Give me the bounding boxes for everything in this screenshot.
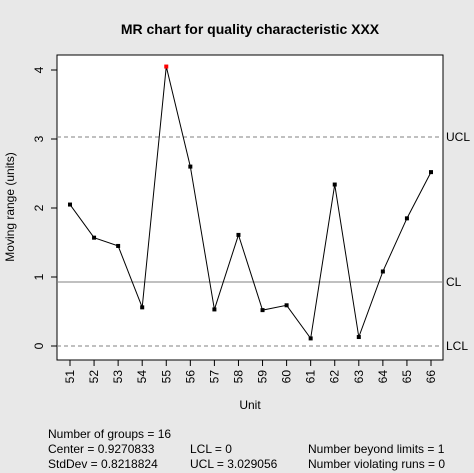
x-tick-label-59: 59 [256, 370, 270, 384]
x-tick-label-53: 53 [111, 370, 125, 384]
series-line [69, 66, 432, 340]
data-point [308, 336, 313, 341]
data-point [140, 305, 145, 310]
data-point [332, 182, 337, 187]
lcl-label: LCL [446, 339, 468, 353]
data-point [380, 269, 385, 274]
x-tick-label-51: 51 [63, 370, 77, 384]
data-point [212, 307, 217, 312]
stat-violating-runs: Number violating runs = 0 [308, 457, 446, 471]
x-tick-label-52: 52 [87, 370, 101, 384]
stat-ucl: UCL = 3.029056 [190, 457, 278, 471]
stat-groups: Number of groups = 16 [48, 427, 172, 441]
x-tick-label-66: 66 [424, 370, 438, 384]
x-tick-label-65: 65 [400, 370, 414, 384]
data-point [260, 308, 265, 313]
data-point [116, 243, 121, 248]
data-point [429, 170, 433, 175]
y-tick-label-3: 3 [32, 135, 46, 142]
x-tick-label-62: 62 [328, 370, 342, 384]
x-tick-label-54: 54 [135, 370, 149, 384]
x-tick-label-63: 63 [352, 370, 366, 384]
cl-label: CL [446, 275, 462, 289]
stat-beyond-limits: Number beyond limits = 1 [308, 442, 445, 456]
violation-point [164, 64, 169, 69]
data-point [356, 335, 361, 340]
stat-lcl: LCL = 0 [190, 442, 232, 456]
ucl-label: UCL [446, 130, 470, 144]
data-point [68, 202, 72, 207]
y-tick-label-4: 4 [32, 66, 46, 73]
x-tick-label-60: 60 [280, 370, 294, 384]
y-tick-label-1: 1 [32, 273, 46, 280]
x-tick-label-64: 64 [376, 370, 390, 384]
stat-stddev: StdDev = 0.8218824 [48, 457, 158, 471]
x-tick-label-57: 57 [207, 370, 221, 384]
x-tick-label-61: 61 [304, 370, 318, 384]
data-point [404, 216, 409, 221]
x-tick-label-55: 55 [159, 370, 173, 384]
y-tick-label-0: 0 [32, 342, 46, 349]
data-point [92, 235, 97, 240]
y-tick-label-2: 2 [32, 204, 46, 211]
x-axis-label: Unit [239, 398, 261, 412]
x-tick-label-56: 56 [183, 370, 197, 384]
data-point [284, 303, 289, 308]
x-tick-label-58: 58 [231, 370, 245, 384]
data-point [236, 232, 241, 237]
y-axis-label: Moving range (units) [3, 152, 17, 261]
data-point [188, 164, 193, 169]
stat-center: Center = 0.9270833 [48, 442, 155, 456]
chart-title: MR chart for quality characteristic XXX [121, 21, 380, 37]
plot-area [56, 54, 444, 361]
